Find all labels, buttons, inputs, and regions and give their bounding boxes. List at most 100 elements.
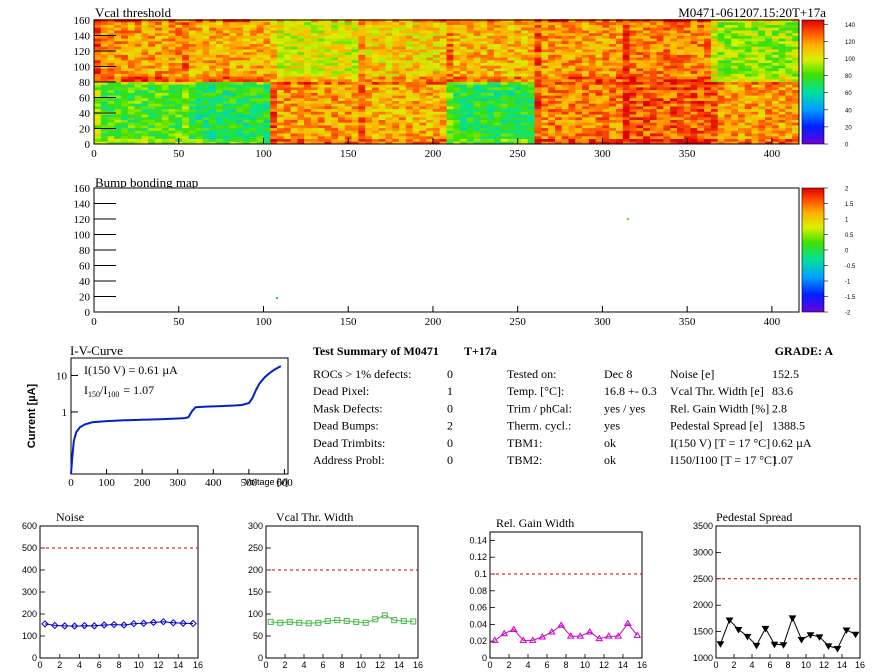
vcal-pixel-cell	[521, 68, 529, 72]
vcal-pixel-cell	[588, 138, 597, 142]
vcal-pixel-cell	[426, 40, 434, 44]
vcal-pixel-cell	[717, 27, 725, 31]
vcal-pixel-cell	[561, 73, 569, 77]
vcal-pixel-cell	[575, 65, 583, 69]
vcal-pixel-cell	[514, 62, 522, 66]
vcal-pixel-cell	[127, 135, 136, 139]
vcal-pixel-cell	[751, 122, 759, 126]
vcal-pixel-cell	[643, 68, 651, 72]
vcal-pixel-cell	[121, 68, 129, 72]
vcal-pixel-cell	[195, 73, 203, 77]
vcal-pixel-cell	[134, 122, 142, 126]
vcal-pixel-cell	[310, 32, 319, 36]
vcal-pixel-cell	[378, 78, 386, 82]
vcal-pixel-cell	[297, 24, 305, 28]
vcal-pixel-cell	[351, 19, 359, 23]
vcal-pixel-cell	[771, 141, 780, 145]
vcal-pixel-cell	[480, 92, 488, 96]
vcal-pixel-cell	[365, 32, 373, 36]
vcal-pixel-cell	[521, 89, 529, 93]
vcal-pixel-cell	[331, 100, 339, 104]
vcal-pixel-cell	[155, 68, 163, 72]
vcal-pixel-cell	[670, 32, 678, 36]
vcal-pixel-cell	[521, 70, 529, 74]
vcal-pixel-cell	[643, 35, 651, 39]
vcal-pixel-cell	[785, 40, 793, 44]
vcal-pixel-cell	[466, 125, 474, 129]
vcal-pixel-cell	[616, 84, 624, 88]
vcal-pixel-cell	[222, 54, 230, 58]
vcal-pixel-cell	[371, 27, 380, 31]
vcal-pixel-cell	[744, 57, 752, 61]
vcal-pixel-cell	[602, 87, 610, 91]
map-y-tick-label: 140	[74, 199, 91, 211]
vcal-pixel-cell	[297, 38, 305, 42]
vcal-pixel-cell	[399, 111, 407, 115]
vcal-pixel-cell	[432, 24, 441, 28]
vcal-pixel-cell	[494, 62, 502, 66]
vcal-pixel-cell	[683, 21, 691, 25]
vcal-pixel-cell	[222, 40, 230, 44]
vcal-pixel-cell	[270, 65, 278, 69]
vcal-pixel-cell	[385, 138, 393, 142]
vcal-pixel-cell	[534, 65, 542, 69]
vcal-pixel-cell	[602, 46, 610, 50]
vcal-pixel-cell	[616, 38, 624, 42]
vcal-pixel-cell	[249, 68, 258, 72]
vcal-pixel-cell	[582, 84, 590, 88]
vcal-pixel-cell	[738, 51, 746, 55]
vcal-pixel-cell	[94, 127, 102, 131]
vcal-pixel-cell	[168, 108, 176, 112]
vcal-pixel-cell	[141, 135, 149, 139]
vcal-pixel-cell	[344, 32, 352, 36]
vcal-pixel-cell	[344, 76, 352, 80]
vcal-pixel-cell	[629, 103, 637, 107]
vcal-pixel-cell	[371, 59, 380, 63]
vcal-pixel-cell	[561, 65, 569, 69]
vcal-pixel-cell	[514, 30, 522, 34]
vcal-pixel-cell	[507, 46, 515, 50]
vcal-pixel-cell	[371, 49, 380, 53]
vcal-pixel-cell	[243, 62, 251, 66]
vcal-pixel-cell	[744, 49, 752, 53]
vcal-pixel-cell	[751, 125, 759, 129]
vcal-pixel-cell	[426, 122, 434, 126]
vcal-pixel-cell	[155, 49, 163, 53]
vcal-pixel-cell	[636, 125, 644, 129]
vcal-pixel-cell	[460, 65, 468, 69]
vcal-pixel-cell	[107, 54, 115, 58]
vcal-pixel-cell	[527, 81, 535, 85]
vcal-pixel-cell	[561, 106, 569, 110]
vcal-pixel-cell	[100, 35, 108, 39]
vcal-pixel-cell	[494, 54, 502, 58]
vcal-pixel-cell	[283, 24, 291, 28]
vcal-pixel-cell	[480, 116, 488, 120]
vcal-pixel-cell	[365, 68, 373, 72]
vcal-pixel-cell	[717, 32, 725, 36]
vcal-pixel-cell	[555, 87, 563, 91]
vcal-pixel-cell	[514, 76, 522, 80]
vcal-pixel-cell	[297, 108, 305, 112]
vcal-pixel-cell	[663, 92, 671, 96]
vcal-pixel-cell	[127, 62, 136, 66]
vcal-pixel-cell	[426, 84, 434, 88]
vcal-pixel-cell	[310, 127, 319, 131]
vcal-pixel-cell	[188, 43, 197, 47]
vcal-pixel-cell	[683, 65, 691, 69]
vcal-pixel-cell	[697, 84, 705, 88]
vcal-pixel-cell	[148, 114, 156, 118]
vcal-pixel-cell	[277, 73, 285, 77]
vcal-pixel-cell	[548, 59, 556, 63]
vcal-pixel-cell	[148, 100, 156, 104]
vcal-pixel-cell	[602, 100, 610, 104]
vcal-pixel-cell	[310, 54, 319, 58]
vcal-pixel-cell	[622, 130, 630, 134]
vcal-pixel-cell	[541, 78, 549, 82]
vcal-pixel-cell	[317, 68, 325, 72]
vcal-pixel-cell	[432, 70, 441, 74]
vcal-pixel-cell	[365, 57, 373, 61]
vcal-pixel-cell	[622, 78, 630, 82]
vcal-pixel-cell	[114, 35, 122, 39]
vcal-pixel-cell	[785, 73, 793, 77]
vcal-pixel-cell	[432, 116, 441, 120]
